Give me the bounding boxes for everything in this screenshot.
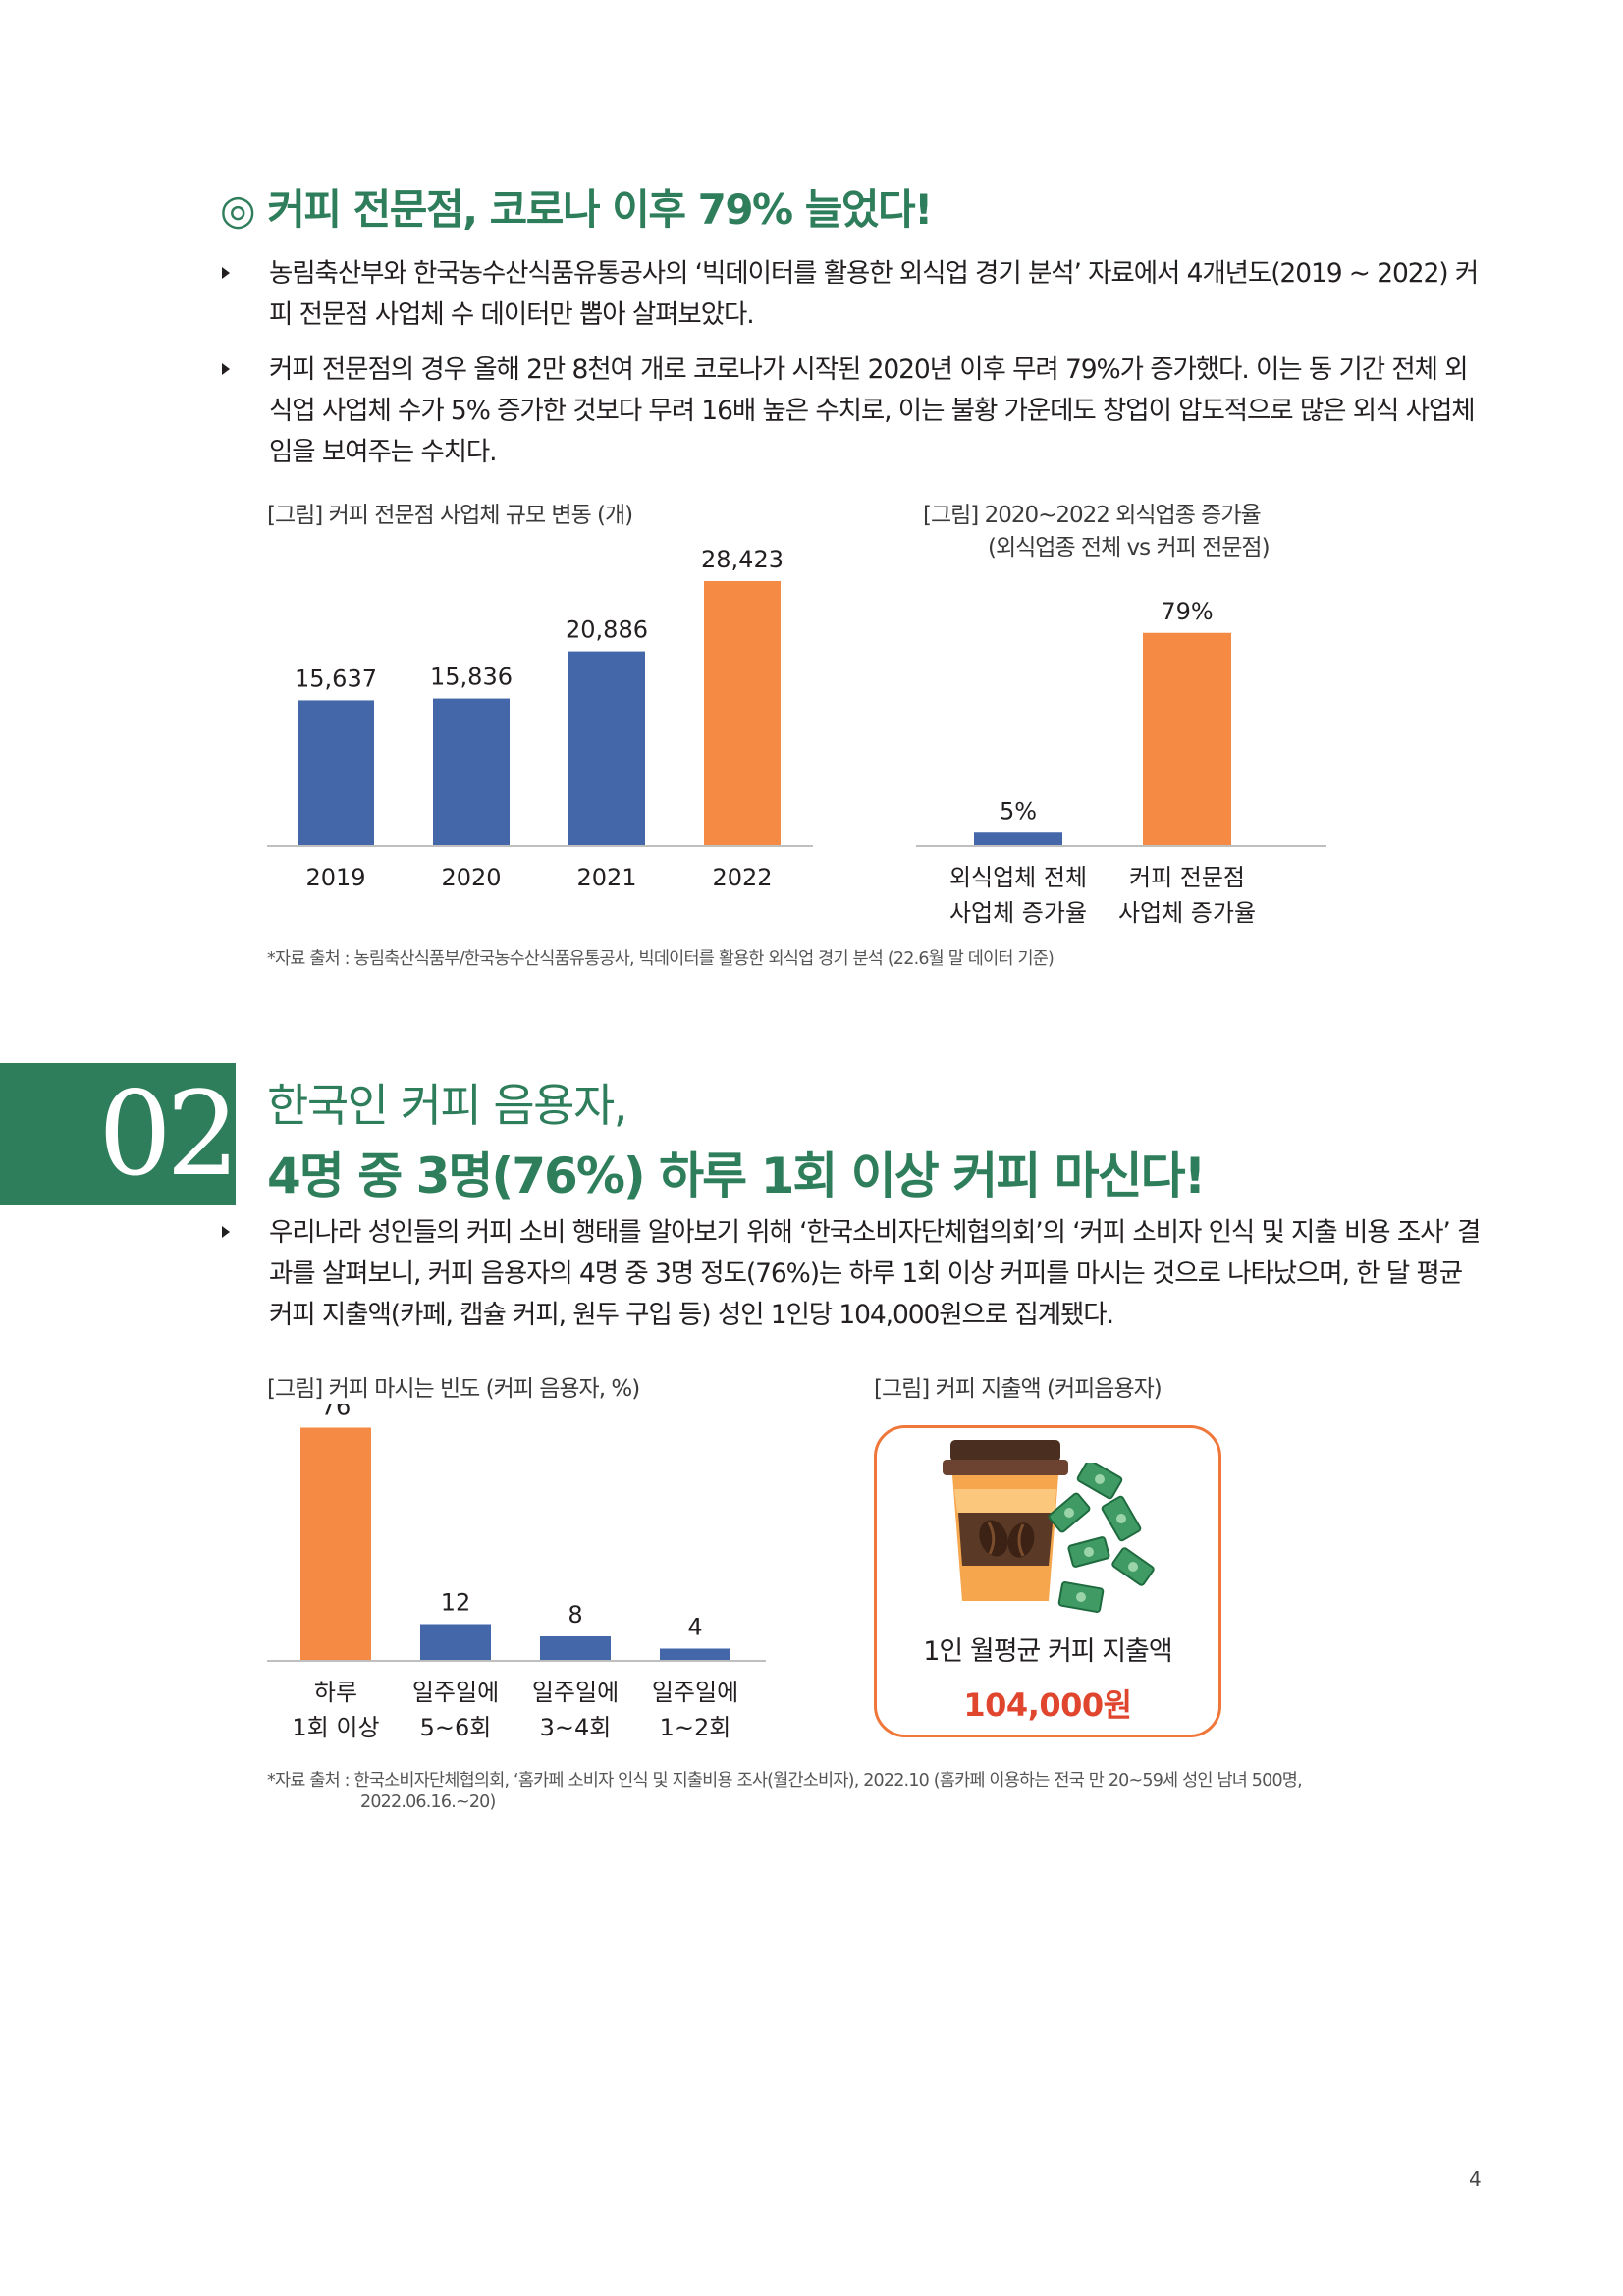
data-label: 8 xyxy=(568,1601,582,1629)
bullet-paragraph: 우리나라 성인들의 커피 소비 행태를 알아보기 위해 ‘한국소비자단체협의회’… xyxy=(222,1212,1483,1336)
category-label: 2020 xyxy=(441,864,501,891)
data-label: 76 xyxy=(321,1404,352,1420)
bullet-paragraph: 커피 전문점의 경우 올해 2만 8천여 개로 코로나가 시작된 2020년 이… xyxy=(222,349,1483,473)
drinking-frequency-chart: 76 하루 1회 이상 12 일주일에 5~6회 8 일주일에 3~4회 4 일주일에 1~2회 xyxy=(267,1404,766,1741)
bullet-text: 우리나라 성인들의 커피 소비 행태를 알아보기 위해 ‘한국소비자단체협의회’… xyxy=(269,1217,1481,1330)
category-label: 5~6회 xyxy=(420,1714,492,1741)
category-label: 외식업체 전체 xyxy=(949,864,1087,891)
bullet-arrow-icon xyxy=(222,363,230,375)
chart-subtitle: (외식업종 전체 vs 커피 전문점) xyxy=(988,535,1271,561)
section-number-band xyxy=(0,1063,236,1205)
category-label: 1회 이상 xyxy=(292,1714,379,1741)
bar xyxy=(420,1624,491,1661)
category-label: 사업체 증가율 xyxy=(1118,899,1256,927)
spending-card xyxy=(874,1425,1221,1737)
bullet-paragraph: 농림축산부와 한국농수산식품유통공사의 ‘빅데이터를 활용한 외식업 경기 분석… xyxy=(222,253,1483,336)
category-label: 2022 xyxy=(712,864,772,891)
data-label: 20,886 xyxy=(566,616,648,644)
bar xyxy=(300,1427,371,1661)
coffee-cup-icon xyxy=(943,1440,1068,1601)
category-label: 커피 전문점 xyxy=(1129,864,1245,891)
bullet-text: 농림축산부와 한국농수산식품유통공사의 ‘빅데이터를 활용한 외식업 경기 분석… xyxy=(269,258,1479,330)
bar xyxy=(1143,632,1231,846)
bar xyxy=(704,580,781,846)
category-label: 일주일에 xyxy=(652,1679,738,1706)
data-label: 15,836 xyxy=(430,664,513,691)
section-number: 02 xyxy=(98,1066,240,1201)
bullet-arrow-icon xyxy=(222,267,230,279)
bar xyxy=(568,651,645,846)
data-label: 79% xyxy=(1161,598,1213,625)
card-label: 1인 월평균 커피 지출액 xyxy=(923,1636,1173,1667)
chart-title: [그림] 2020~2022 외식업종 증가율 xyxy=(923,503,1262,528)
source-note-cont: 2022.06.16.~20) xyxy=(360,1792,496,1812)
data-label: 4 xyxy=(687,1614,702,1641)
bar xyxy=(298,700,374,846)
category-label: 사업체 증가율 xyxy=(949,899,1087,927)
bar xyxy=(540,1636,611,1661)
bullet-text: 커피 전문점의 경우 올해 2만 8천여 개로 코로나가 시작된 2020년 이… xyxy=(269,354,1476,467)
bullet-arrow-icon xyxy=(222,1226,230,1238)
chart-title: [그림] 커피 마시는 빈도 (커피 음용자, %) xyxy=(267,1376,640,1402)
page-number: 4 xyxy=(1469,2167,1482,2191)
bar xyxy=(660,1648,730,1661)
bar xyxy=(433,698,510,846)
category-label: 2021 xyxy=(576,864,636,891)
category-label: 3~4회 xyxy=(540,1714,612,1741)
source-note: *자료 출처 : 농림축산식품부/한국농수산식품유통공사, 빅데이터를 활용한 … xyxy=(267,949,1055,969)
category-label: 일주일에 xyxy=(532,1679,619,1706)
data-label: 28,423 xyxy=(701,546,784,573)
category-label: 하루 xyxy=(314,1679,357,1706)
source-note: *자료 출처 : 한국소비자단체협의회, ‘홈카페 소비자 인식 및 지출비용 … xyxy=(267,1771,1303,1790)
business-count-chart: 15,637 2019 15,836 2020 20,886 2021 28,423 2022 xyxy=(267,546,813,891)
money-bills-icon xyxy=(1048,1463,1155,1613)
chart-title: [그림] 커피 전문점 사업체 규모 변동 (개) xyxy=(267,503,633,528)
card-title: [그림] 커피 지출액 (커피음용자) xyxy=(874,1376,1163,1402)
section-title: ◎ 커피 전문점, 코로나 이후 79% 늘었다! xyxy=(220,186,933,234)
bar xyxy=(974,832,1062,846)
category-label: 일주일에 xyxy=(412,1679,499,1706)
category-label: 2019 xyxy=(305,864,365,891)
category-label: 1~2회 xyxy=(660,1714,731,1741)
section-heading-line2: 4명 중 3명(76%) 하루 1회 이상 커피 마신다! xyxy=(267,1148,1206,1204)
card-value: 104,000원 xyxy=(963,1686,1132,1724)
data-label: 5% xyxy=(1000,797,1037,825)
section-heading-line1: 한국인 커피 음용자, xyxy=(267,1079,627,1132)
data-label: 15,637 xyxy=(295,665,377,692)
data-label: 12 xyxy=(441,1589,471,1617)
